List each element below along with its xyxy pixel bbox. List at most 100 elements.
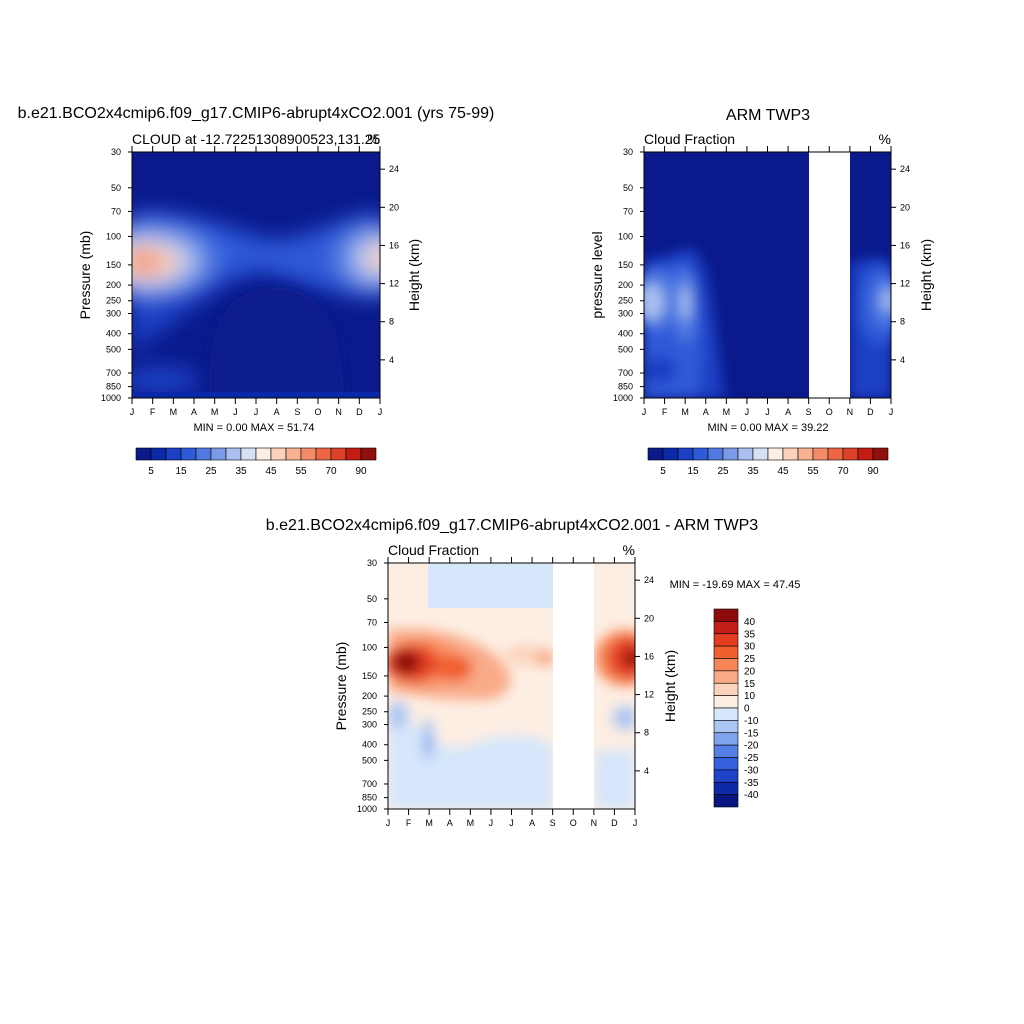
diff-colorbar-label: 10 (744, 691, 756, 702)
pressure-tick-label: 100 (106, 231, 121, 241)
colorbar-swatch (210, 447, 227, 461)
diff-colorbar-label: 0 (744, 704, 750, 715)
panel-obs-left-title: Cloud Fraction (644, 131, 735, 147)
colorbar-label: 45 (265, 466, 277, 477)
panel-diff-left-title: Cloud Fraction (388, 542, 479, 558)
colorbar-swatch (270, 447, 287, 461)
height-tick-label: 4 (644, 766, 649, 776)
colorbar-swatch (707, 447, 724, 461)
pressure-tick-label: 200 (362, 691, 377, 701)
colorbar-label: 45 (777, 466, 789, 477)
pressure-tick-label: 100 (618, 231, 633, 241)
diff-colorbar-label: -30 (744, 765, 759, 776)
panel-model-ylabel: Pressure (mb) (77, 231, 93, 320)
colorbar-swatch (857, 447, 874, 461)
pressure-tick-label: 50 (623, 183, 633, 193)
pressure-tick-label: 850 (362, 793, 377, 803)
colorbar-swatch (285, 447, 302, 461)
diff-colorbar-swatch (713, 707, 739, 721)
diff-colorbar-swatch (713, 757, 739, 771)
month-tick-label: J (642, 407, 647, 417)
height-tick-label: 16 (644, 651, 654, 661)
pressure-tick-label: 150 (106, 260, 121, 270)
pressure-tick-label: 100 (362, 642, 377, 652)
panel-model-y2label: Height (km) (406, 239, 422, 311)
month-tick-label: M (467, 818, 475, 828)
colorbar-swatch (195, 447, 212, 461)
diff-colorbar-swatch (713, 769, 739, 783)
panel-diff-field (388, 563, 635, 809)
height-tick-label: 8 (900, 317, 905, 327)
month-tick-label: J (130, 407, 135, 417)
month-tick-label: D (356, 407, 363, 417)
colorbar-label: 90 (867, 466, 879, 477)
colorbar-swatch (797, 447, 814, 461)
colorbar-label: 35 (747, 466, 759, 477)
panel-model-field (132, 152, 380, 398)
month-tick-label: S (806, 407, 812, 417)
colorbar-swatch (767, 447, 784, 461)
pressure-tick-label: 400 (106, 329, 121, 339)
diff-colorbar-swatch (713, 720, 739, 734)
month-tick-label: J (633, 818, 638, 828)
colorbar-label: 5 (660, 466, 666, 477)
pressure-tick-label: 200 (618, 280, 633, 290)
month-tick-label: A (529, 818, 535, 828)
panel-obs-ylabel: pressure level (589, 231, 605, 318)
diff-colorbar-swatch (713, 732, 739, 746)
panel-model-minmax: MIN = 0.00 MAX = 51.74 (193, 422, 314, 434)
month-tick-label: J (765, 407, 770, 417)
month-tick-label: M (170, 407, 178, 417)
diff-colorbar-label: 40 (744, 617, 756, 628)
pressure-tick-label: 250 (362, 707, 377, 717)
pressure-tick-label: 30 (111, 147, 121, 157)
month-tick-label: A (191, 407, 197, 417)
colorbar-swatch (827, 447, 844, 461)
diff-colorbar-label: 20 (744, 666, 756, 677)
panel-obs-units: % (879, 131, 891, 147)
pressure-tick-label: 30 (623, 147, 633, 157)
colorbar-label: 70 (325, 466, 337, 477)
colorbar-label: 25 (205, 466, 217, 477)
pressure-tick-label: 400 (618, 329, 633, 339)
panel-model: b.e21.BCO2x4cmip6.f09_g17.CMIP6-abrupt4x… (18, 105, 495, 477)
pressure-tick-label: 70 (111, 206, 121, 216)
pressure-tick-label: 850 (618, 382, 633, 392)
colorbar-swatch (752, 447, 769, 461)
month-tick-label: S (294, 407, 300, 417)
pressure-tick-label: 50 (367, 594, 377, 604)
panel-diff-y2label: Height (km) (662, 650, 678, 722)
colorbar-swatch (647, 447, 664, 461)
pressure-tick-label: 1000 (101, 393, 121, 403)
panel-obs-colorbar: 5 15 25 35 45 55 70 90 (647, 447, 889, 477)
colorbar-label: 5 (148, 466, 154, 477)
diff-colorbar-swatch (713, 621, 739, 635)
colorbar-label: 35 (235, 466, 247, 477)
month-tick-label: J (254, 407, 259, 417)
colorbar-swatch (240, 447, 257, 461)
month-tick-label: F (662, 407, 668, 417)
month-tick-label: J (233, 407, 238, 417)
colorbar-label: 55 (807, 466, 819, 477)
pressure-tick-label: 250 (106, 296, 121, 306)
height-tick-label: 20 (900, 202, 910, 212)
height-tick-label: 24 (900, 164, 910, 174)
diff-colorbar-swatch (713, 608, 739, 622)
month-tick-label: F (150, 407, 156, 417)
colorbar-label: 55 (295, 466, 307, 477)
colorbar-label: 25 (717, 466, 729, 477)
month-tick-label: J (489, 818, 494, 828)
diff-colorbar-label: -20 (744, 741, 759, 752)
height-tick-label: 24 (644, 575, 654, 585)
pressure-tick-label: 700 (362, 779, 377, 789)
colorbar-swatch (345, 447, 362, 461)
height-tick-label: 8 (644, 728, 649, 738)
height-tick-label: 12 (389, 279, 399, 289)
month-tick-label: N (847, 407, 854, 417)
pressure-tick-label: 1000 (613, 393, 633, 403)
month-tick-label: O (826, 407, 833, 417)
colorbar-label: 15 (175, 466, 187, 477)
